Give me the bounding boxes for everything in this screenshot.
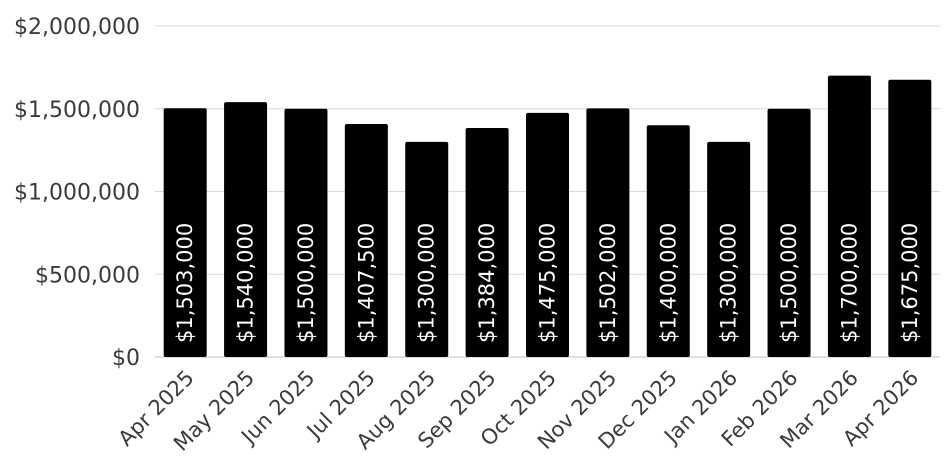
y-tick-label: $1,000,000 — [14, 181, 140, 206]
bar-value-label: $1,300,000 — [717, 223, 741, 343]
bar-value-label: $1,475,000 — [536, 223, 560, 343]
y-axis-tick-labels: $0 $500,000 $1,000,000 $1,500,000 $2,000,000 — [14, 15, 140, 371]
bar — [526, 112, 569, 357]
bar — [888, 79, 932, 357]
bar — [224, 102, 268, 357]
y-tick-label: $1,500,000 — [14, 98, 140, 123]
bar-value-label: $1,700,000 — [837, 223, 861, 343]
bar-value-label: $1,300,000 — [415, 223, 439, 343]
bar — [646, 125, 690, 357]
bar-value-label: $1,400,000 — [656, 223, 680, 343]
bar — [163, 108, 207, 357]
bar — [284, 108, 328, 357]
bar — [344, 124, 388, 357]
y-tick-label: $2,000,000 — [14, 15, 140, 40]
bar — [465, 127, 509, 357]
y-tick-label: $500,000 — [35, 263, 140, 288]
bar-value-label: $1,502,000 — [596, 223, 620, 343]
bar-value-label: $1,500,000 — [777, 223, 801, 343]
bar-value-label: $1,407,500 — [354, 223, 378, 343]
bar-value-label: $1,500,000 — [294, 223, 318, 343]
bar-value-label: $1,540,000 — [234, 223, 258, 343]
bar — [405, 141, 449, 357]
bar — [707, 141, 751, 357]
bar — [586, 108, 630, 357]
y-tick-label: $0 — [112, 346, 140, 371]
bar-value-label: $1,503,000 — [173, 223, 197, 343]
bar-value-label: $1,675,000 — [898, 223, 922, 343]
bars: $1,503,000 $1,540,000 $1,500,000 $1,407,500… — [163, 75, 932, 358]
bar — [827, 75, 871, 358]
bar-value-label: $1,384,000 — [475, 223, 499, 343]
bar — [767, 108, 811, 357]
